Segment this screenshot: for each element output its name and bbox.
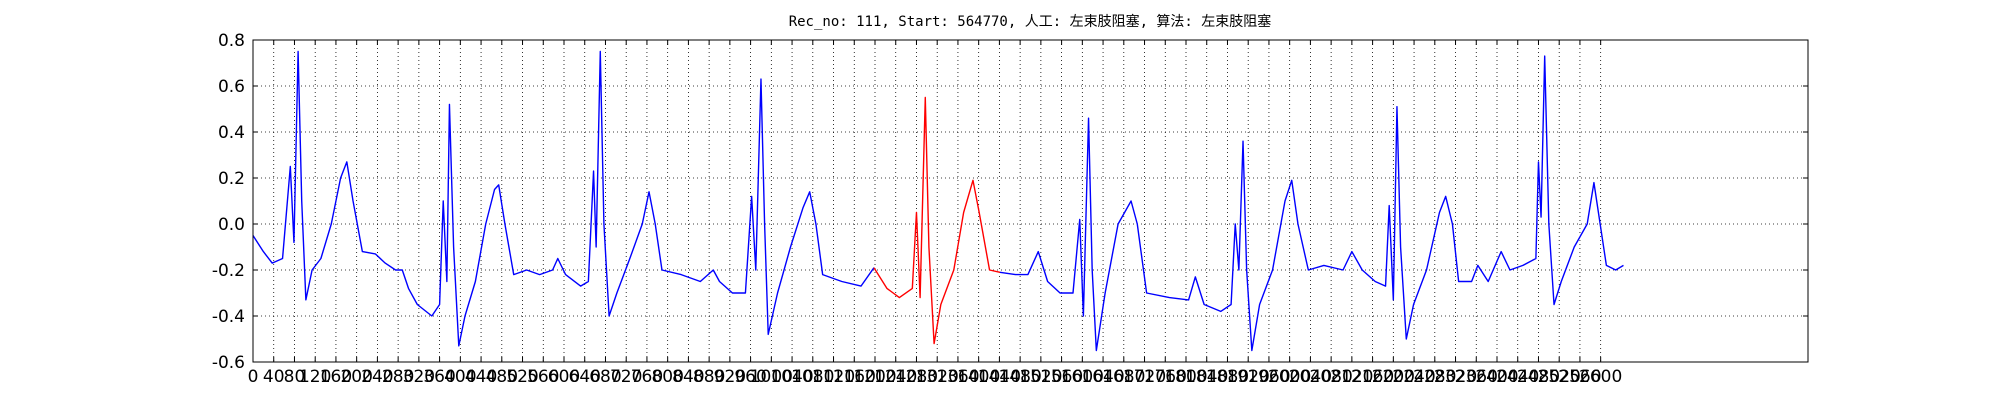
y-tick-label: 0.4 [218,123,245,143]
x-tick-label: 1600 [1061,367,1104,387]
x-tick-label: 360 [423,367,455,387]
x-tick-label: 2000 [1268,367,1311,387]
x-tick-label: 2240 [1392,367,1435,387]
x-tick-label: 1360 [936,367,979,387]
x-tick-label: 2360 [1455,367,1498,387]
x-tick-label: 2480 [1517,367,1560,387]
signal-line [252,50,1624,352]
x-tick-label: 40 [263,367,285,387]
y-tick-label: 0.6 [218,77,245,97]
x-tick-label: 320 [403,367,435,387]
x-tick-label: 1720 [1123,367,1166,387]
x-tick-label: 240 [361,367,393,387]
chart-title: Rec_no: 111, Start: 564770, 人工: 左束肢阻塞, 算… [789,13,1272,30]
x-tick-label: 80 [284,367,306,387]
x-tick-label: 1440 [978,367,1021,387]
x-tick-label: 680 [589,367,621,387]
y-tick-label: -0.4 [212,307,245,327]
x-tick-label: 1400 [957,367,1000,387]
x-tick-label: 600 [548,367,580,387]
y-tick-label: -0.2 [212,261,245,281]
x-tick-label: 560 [527,367,559,387]
x-tick-label: 400 [444,367,476,387]
x-tick-label: 1760 [1144,367,1187,387]
x-tick-label: 840 [672,367,704,387]
x-tick-label: 1240 [874,367,917,387]
x-tick-label: 1680 [1102,367,1145,387]
x-tick-label: 1320 [916,367,959,387]
x-tick-label: 2080 [1310,367,1353,387]
x-tick-label: 200 [340,367,372,387]
y-tick-label: 0.8 [218,31,245,51]
x-tick-label: 1080 [791,367,834,387]
x-tick-label: 1040 [770,367,813,387]
x-tick-label: 1640 [1081,367,1124,387]
x-tick-label: 2600 [1579,367,1622,387]
y-tick-label: 0.0 [218,215,245,235]
x-tick-label: 2200 [1372,367,1415,387]
x-tick-label: 1160 [833,367,876,387]
x-tick-label: 1800 [1164,367,1207,387]
x-tick-label: 280 [382,367,414,387]
x-tick-label: 720 [610,367,642,387]
x-tick-label: 440 [465,367,497,387]
x-tick-label: 1920 [1227,367,1270,387]
x-tick-label: 1000 [750,367,793,387]
x-tick-label: 2440 [1496,367,1539,387]
x-tick-label: 1560 [1040,367,1083,387]
x-tick-label: 0 [248,367,259,387]
x-tick-label: 1840 [1185,367,1228,387]
x-tick-label: 2040 [1289,367,1332,387]
x-tick-label: 1120 [812,367,855,387]
x-tick-label: 520 [506,367,538,387]
x-tick-label: 2120 [1330,367,1373,387]
x-tick-label: 2400 [1475,367,1518,387]
x-tick-label: 1280 [895,367,938,387]
x-tick-label: 920 [714,367,746,387]
x-tick-label: 160 [320,367,352,387]
x-tick-label: 2520 [1538,367,1581,387]
x-tick-label: 960 [734,367,766,387]
x-tick-label: 2160 [1351,367,1394,387]
x-tick-label: 480 [486,367,518,387]
y-tick-label: -0.6 [212,353,245,373]
x-tick-label: 120 [299,367,331,387]
x-tick-label: 2560 [1558,367,1601,387]
x-tick-label: 880 [693,367,725,387]
x-tick-label: 2320 [1434,367,1477,387]
x-tick-label: 1960 [1247,367,1290,387]
x-tick-label: 1480 [999,367,1042,387]
y-tick-label: 0.2 [218,169,245,189]
x-tick-label: 2280 [1413,367,1456,387]
x-tick-label: 800 [651,367,683,387]
x-tick-label: 1520 [1019,367,1062,387]
x-tick-label: 1880 [1206,367,1249,387]
plot-frame [252,39,1809,363]
signal-line [873,96,1001,345]
x-tick-label: 640 [569,367,601,387]
x-tick-label: 760 [631,367,663,387]
x-tick-label: 1200 [853,367,896,387]
